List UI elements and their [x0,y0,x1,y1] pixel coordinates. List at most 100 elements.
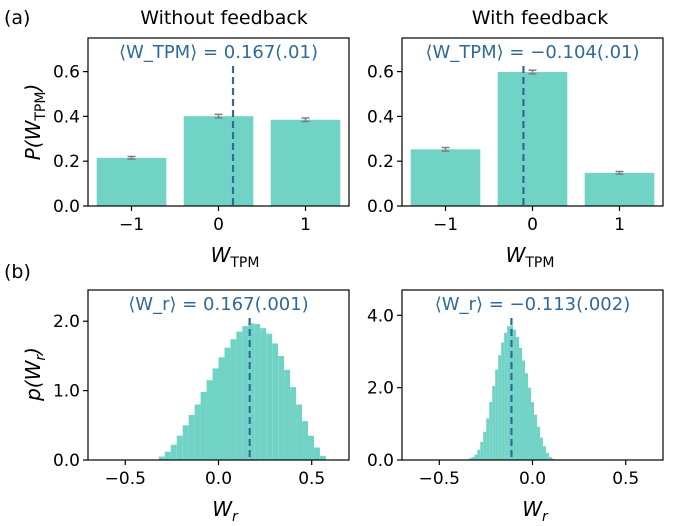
y-tick-label: 2.0 [53,312,80,332]
x-tick-label: −1 [119,215,144,235]
bars [158,323,326,460]
bar [489,402,493,460]
error-bars [441,69,624,175]
bar [519,347,523,460]
x-tick-label: −0.5 [105,469,146,489]
bar [96,157,167,206]
bar [545,452,549,460]
bar [176,435,183,460]
bar [492,385,496,460]
chart-a-with-feedback: −1 0 1 0.00.20.40.6 ⟨W_TPM⟩ = −0.104(.01) … [367,37,664,271]
bar [498,355,502,460]
bar [194,404,201,460]
chart-b-with-feedback: −0.5 0.0 0.5 0.0 2.0 4.0 ⟨W_r⟩ = −0.113(.002… [367,289,664,525]
bar [507,326,511,460]
x-tick-label: 1 [614,215,625,235]
bar [272,343,279,460]
y-tick-label: 0.6 [367,63,394,83]
x-tick-label: 0.5 [298,469,325,489]
error-bar [441,146,450,152]
y-tick-label: 4.0 [367,306,394,326]
bar [525,373,529,460]
bar [164,451,171,460]
bar [528,387,532,460]
bar [170,444,177,460]
y-tick-label: 0.0 [53,197,80,217]
bar [531,402,534,460]
bars [468,325,555,460]
x-axis-label: Wr [522,497,549,525]
x-axis-label: Wr [212,497,239,525]
bar [290,387,297,460]
bar [270,119,341,206]
x-tick-label: 0.0 [205,469,232,489]
bar [254,324,261,460]
x-tick-label: −1 [433,215,458,235]
x-ticks: −1 0 1 [119,206,311,235]
x-ticks: −1 0 1 [433,206,625,235]
panel-label-a: (a) [4,7,30,29]
x-axis-label: WTPM [211,243,260,271]
bar [480,441,484,460]
bar [260,328,267,460]
bar [302,421,308,460]
bar [224,347,231,460]
mean-annotation: ⟨W_TPM⟩ = 0.167(.01) [119,42,318,63]
bar [242,326,249,460]
y-tick-label: 0.0 [367,451,394,471]
bar [477,449,481,460]
y-ticks: 0.0 0.2 0.4 0.6 [367,63,402,217]
bar [307,435,314,460]
bar [516,337,520,460]
bar [522,360,526,460]
bar [183,116,254,206]
bar [212,368,219,460]
bar [284,369,291,460]
y-tick-label: 0.2 [367,152,394,172]
bar [278,355,285,460]
bar [218,357,225,460]
bar [497,72,568,206]
bar [248,323,255,460]
x-axis-label: WTPM [506,243,555,271]
x-tick-label: 0 [213,215,224,235]
bar [539,437,543,460]
y-axis-label: p(Wr) [21,347,49,402]
y-tick-label: 2.0 [367,379,394,399]
x-tick-label: −0.5 [419,469,460,489]
mean-annotation: ⟨W_r⟩ = −0.113(.002) [435,294,631,315]
bar [483,431,487,460]
y-tick-label: 1.0 [53,382,80,402]
bar [158,456,165,460]
bar [513,329,517,460]
x-ticks: −0.5 0.0 0.5 [105,460,325,489]
bar [230,339,237,460]
bar [495,369,499,460]
bar [542,446,546,460]
error-bar [615,170,624,175]
bar [313,447,320,460]
x-tick-label: 0 [527,215,538,235]
bar [206,380,213,460]
y-ticks: 0.0 0.2 0.4 0.6 [53,63,88,217]
y-tick-label: 0.0 [367,197,394,217]
error-bar [301,117,310,123]
bar [188,414,195,460]
bar [504,332,508,460]
error-bar [127,155,136,160]
x-tick-label: 1 [300,215,311,235]
y-tick-label: 0.6 [53,63,80,83]
chart-b-without-feedback: −0.5 0.0 0.5 0.0 1.0 2.0 ⟨W_r⟩ = 0.167(.001)… [21,289,350,525]
mean-annotation: ⟨W_r⟩ = 0.167(.001) [128,294,308,315]
mean-annotation: ⟨W_TPM⟩ = −0.104(.01) [425,42,639,63]
bar [266,333,273,460]
bar [584,172,655,206]
bar [486,418,490,460]
bar [410,149,481,206]
error-bars [127,113,310,160]
bar [200,392,207,460]
bar [182,425,189,460]
y-tick-label: 0.0 [53,451,80,471]
y-ticks: 0.0 1.0 2.0 [53,312,88,471]
